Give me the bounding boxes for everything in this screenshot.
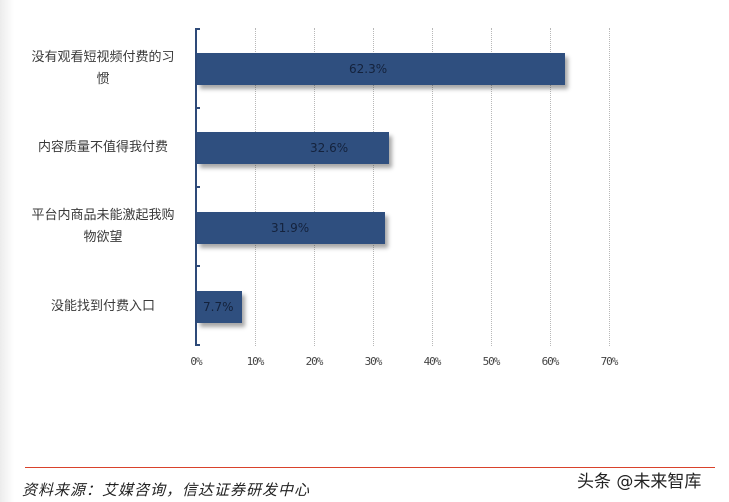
x-tick-label: 40% — [423, 355, 442, 368]
gridline-50 — [491, 28, 492, 346]
category-label-line: 惯 — [96, 72, 110, 87]
gridline-10 — [255, 28, 256, 346]
footer-divider — [25, 467, 715, 468]
axis-tick — [195, 265, 200, 267]
x-tick-label: 50% — [482, 355, 501, 368]
bar-value-label: 7.7% — [203, 300, 234, 314]
x-tick-label: 10% — [246, 355, 265, 368]
axis-tick — [195, 28, 200, 30]
bar-value-label: 62.3% — [349, 62, 388, 76]
bar-3: 7.7% — [197, 291, 242, 323]
x-tick-label: 70% — [600, 355, 619, 368]
x-tick-label: 30% — [364, 355, 383, 368]
category-label-line: 物欲望 — [83, 230, 123, 245]
category-label-line: 平台内商品未能激起我购 — [31, 208, 175, 223]
bar-value-label: 31.9% — [271, 221, 310, 235]
gridline-20 — [314, 28, 315, 346]
gridline-30 — [373, 28, 374, 346]
axis-tick — [195, 186, 200, 188]
gridline-40 — [432, 28, 433, 346]
axis-tick — [195, 107, 200, 109]
bar-0: 62.3% — [197, 53, 565, 85]
left-edge-shade — [0, 0, 14, 502]
category-label-3: 没能找到付费入口 — [18, 296, 188, 318]
bar-2: 31.9% — [197, 212, 385, 244]
x-tick-label: 0% — [190, 355, 202, 368]
category-label-2: 平台内商品未能激起我购 物欲望 — [18, 205, 188, 249]
bar-value-label: 32.6% — [310, 141, 349, 155]
x-tick-label: 60% — [541, 355, 560, 368]
bar-1: 32.6% — [197, 132, 389, 164]
gridline-60 — [550, 28, 551, 346]
category-label-0: 没有观看短视频付费的习 惯 — [18, 47, 188, 91]
horizontal-bar-chart: 没有观看短视频付费的习 惯 内容质量不值得我付费 平台内商品未能激起我购 物欲望… — [18, 28, 619, 368]
category-label-line: 没能找到付费入口 — [50, 299, 155, 314]
category-label-line: 内容质量不值得我付费 — [37, 140, 168, 155]
x-tick-label: 20% — [305, 355, 324, 368]
watermark: 头条 @未来智库 — [577, 472, 702, 492]
category-label-1: 内容质量不值得我付费 — [18, 137, 188, 159]
axis-tick — [195, 344, 200, 346]
gridline-70 — [609, 28, 610, 346]
source-note: 资料来源：艾媒咨询，信达证券研发中心 — [22, 481, 311, 499]
category-label-line: 没有观看短视频付费的习 — [31, 50, 175, 65]
